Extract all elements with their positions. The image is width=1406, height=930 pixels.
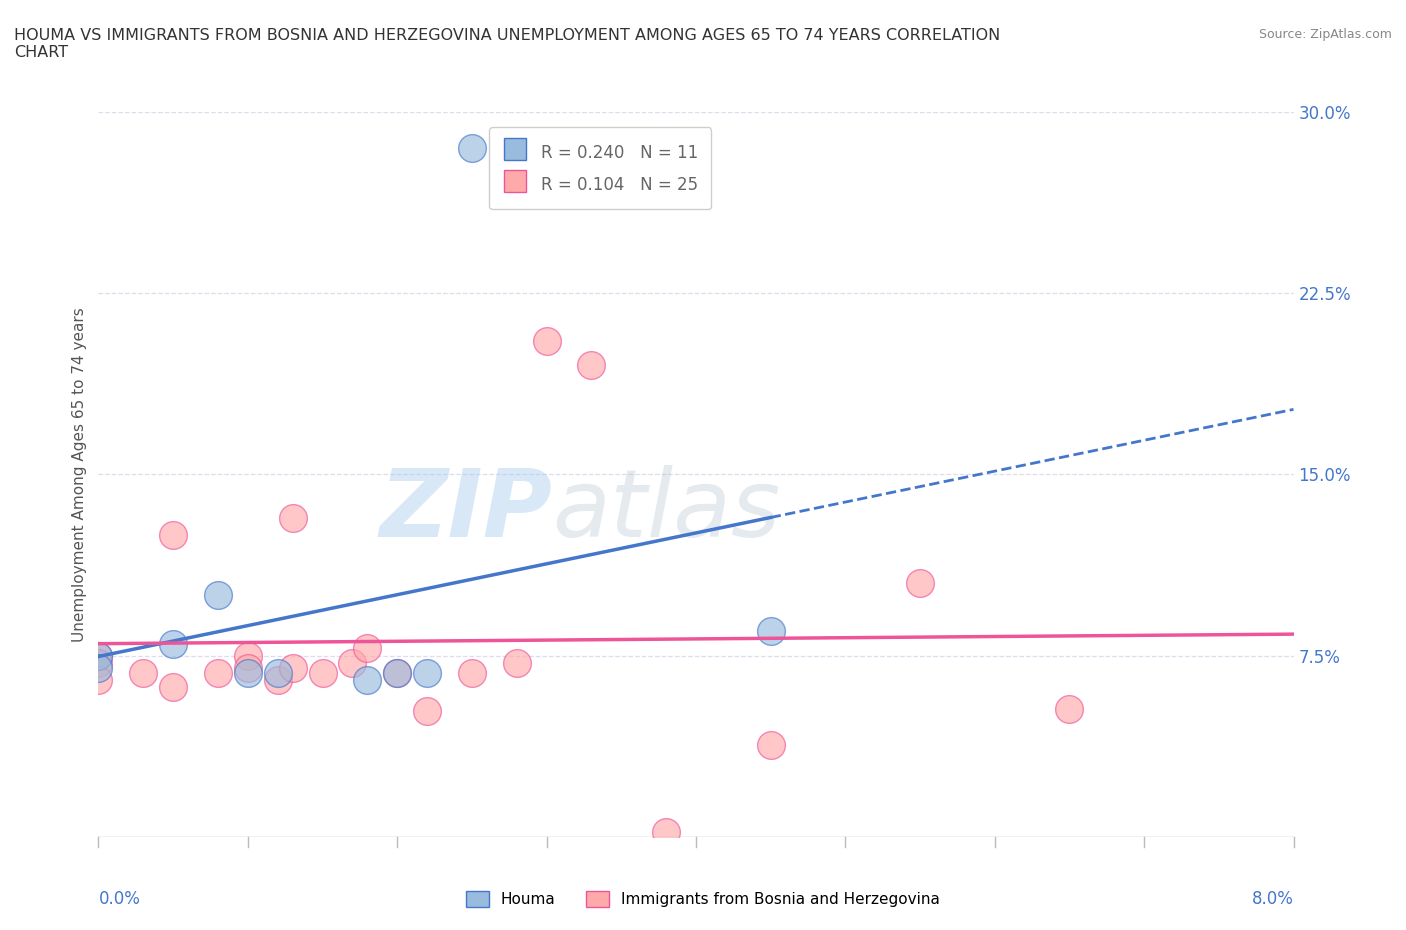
Text: 8.0%: 8.0% <box>1251 890 1294 909</box>
Point <box>385 665 409 680</box>
Point <box>162 527 184 542</box>
Point <box>236 660 259 675</box>
Text: ZIP: ZIP <box>380 465 553 556</box>
Point <box>506 656 529 671</box>
Legend: Houma, Immigrants from Bosnia and Herzegovina: Houma, Immigrants from Bosnia and Herzeg… <box>460 884 946 913</box>
Text: Source: ZipAtlas.com: Source: ZipAtlas.com <box>1258 28 1392 41</box>
Text: atlas: atlas <box>553 465 780 556</box>
Point <box>236 648 259 663</box>
Point <box>87 656 110 671</box>
Point <box>461 140 484 155</box>
Point <box>207 588 229 603</box>
Point <box>267 665 290 680</box>
Point <box>267 672 290 687</box>
Point <box>236 665 259 680</box>
Text: 0.0%: 0.0% <box>98 890 141 909</box>
Point <box>581 358 603 373</box>
Point <box>281 511 304 525</box>
Point <box>311 665 333 680</box>
Point <box>1059 701 1081 716</box>
Point <box>908 576 931 591</box>
Point <box>162 680 184 695</box>
Point <box>416 665 439 680</box>
Text: HOUMA VS IMMIGRANTS FROM BOSNIA AND HERZEGOVINA UNEMPLOYMENT AMONG AGES 65 TO 74: HOUMA VS IMMIGRANTS FROM BOSNIA AND HERZ… <box>14 28 1000 60</box>
Point <box>385 665 409 680</box>
Y-axis label: Unemployment Among Ages 65 to 74 years: Unemployment Among Ages 65 to 74 years <box>72 307 87 642</box>
Point <box>87 648 110 663</box>
Point <box>87 672 110 687</box>
Point <box>759 624 782 639</box>
Point <box>162 636 184 651</box>
Point <box>461 665 484 680</box>
Point <box>759 737 782 752</box>
Point <box>416 704 439 719</box>
Point <box>356 641 378 656</box>
Point <box>87 648 110 663</box>
Point <box>132 665 155 680</box>
Point <box>342 656 364 671</box>
Point <box>536 334 558 349</box>
Point <box>281 660 304 675</box>
Point <box>655 825 678 840</box>
Legend: R = 0.240   N = 11, R = 0.104   N = 25: R = 0.240 N = 11, R = 0.104 N = 25 <box>489 127 711 209</box>
Point <box>207 665 229 680</box>
Point <box>356 672 378 687</box>
Point <box>87 660 110 675</box>
